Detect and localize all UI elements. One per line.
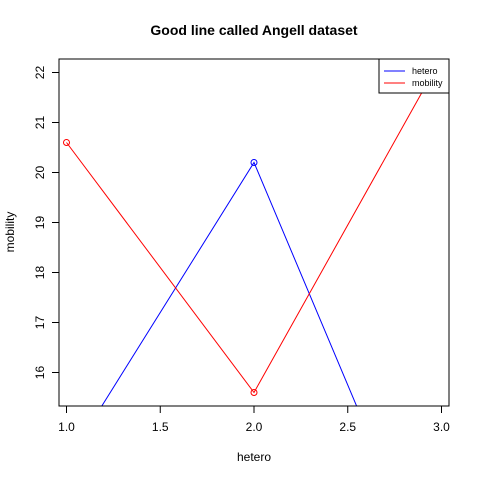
y-tick-label-6: 22 bbox=[33, 66, 47, 80]
y-tick-label-0: 16 bbox=[33, 366, 47, 380]
plot-frame bbox=[58, 58, 450, 407]
x-axis-label: hetero bbox=[237, 450, 271, 464]
y-axis: 16 17 18 19 20 21 22 bbox=[33, 66, 59, 380]
y-tick-label-1: 17 bbox=[33, 316, 47, 330]
series-point-hetero-1 bbox=[250, 159, 258, 166]
y-tick-label-5: 21 bbox=[33, 116, 47, 130]
y-tick-label-3: 19 bbox=[33, 216, 47, 230]
legend: hetero mobility bbox=[378, 58, 450, 94]
x-tick-label-1: 1.5 bbox=[152, 420, 169, 434]
x-tick-label-4: 3.0 bbox=[433, 420, 450, 434]
y-axis-label: mobility bbox=[3, 212, 17, 253]
series-layer bbox=[66, 59, 442, 406]
x-tick-label-0: 1.0 bbox=[58, 420, 75, 434]
series-line-hetero bbox=[101, 161, 358, 406]
x-tick-label-3: 2.5 bbox=[339, 420, 356, 434]
y-tick-label-2: 18 bbox=[33, 266, 47, 280]
series-line-mobility bbox=[66, 59, 442, 394]
y-tick-label-4: 20 bbox=[33, 166, 47, 180]
x-axis: 1.0 1.5 2.0 2.5 3.0 bbox=[58, 406, 450, 434]
legend-label-mobility: mobility bbox=[412, 78, 443, 88]
legend-box bbox=[378, 58, 450, 94]
x-tick-label-2: 2.0 bbox=[246, 420, 263, 434]
legend-label-hetero: hetero bbox=[412, 66, 438, 76]
series-point-mobility-1 bbox=[250, 389, 258, 396]
chart-title: Good line called Angell dataset bbox=[150, 22, 358, 38]
marker-layer bbox=[63, 139, 258, 396]
series-point-mobility-0 bbox=[63, 139, 70, 146]
